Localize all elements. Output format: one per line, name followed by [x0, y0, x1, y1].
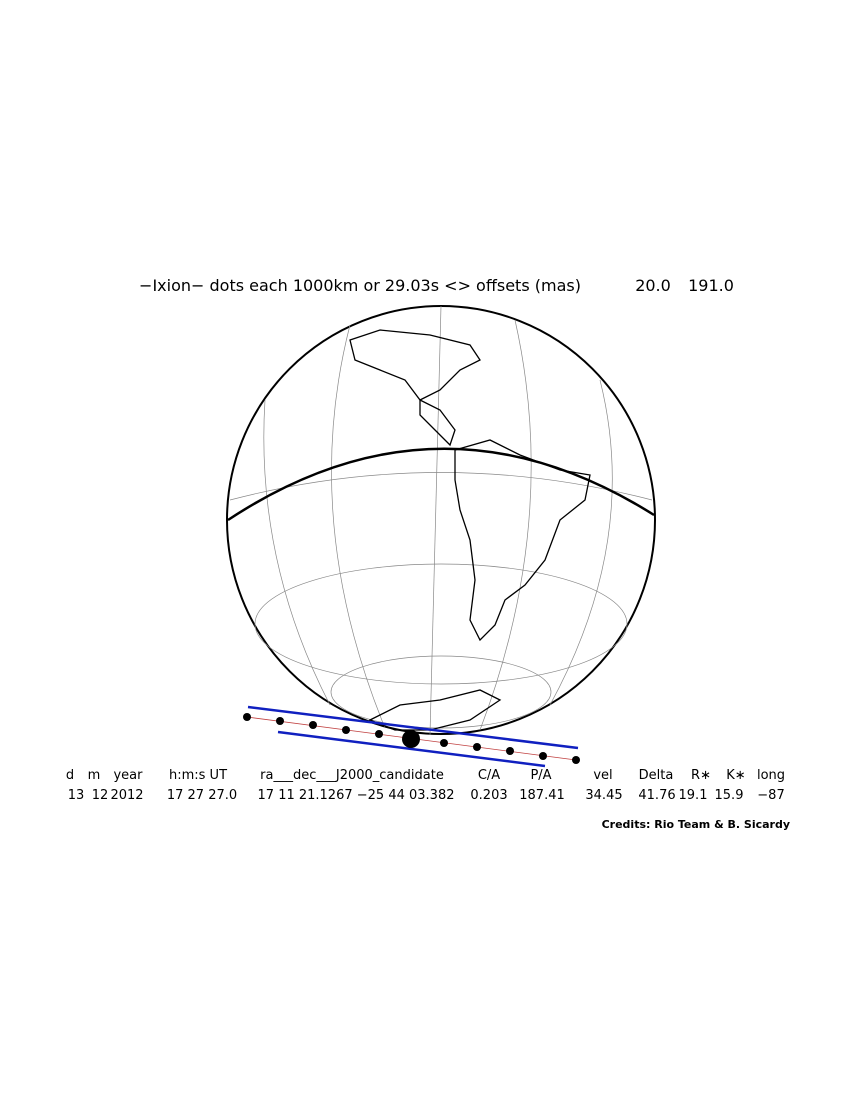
col-header: h:m:s UT	[169, 768, 227, 783]
col-header: R∗	[691, 768, 711, 783]
shadow-path	[243, 705, 580, 768]
col-header: m	[88, 768, 101, 783]
map-title: −Ixion− dots each 1000km or 29.03s <> of…	[139, 276, 581, 295]
cell: 34.45	[585, 788, 622, 803]
offset-ra: 20.0	[635, 276, 671, 295]
cell: 2012	[110, 788, 143, 803]
cell: 13	[68, 788, 85, 803]
col-header: C/A	[478, 768, 500, 783]
col-header: year	[113, 768, 143, 783]
cell: 15.9	[715, 788, 744, 803]
cell: 19.1	[679, 788, 708, 803]
col-header: K∗	[726, 768, 745, 783]
credits: Credits: Rio Team & B. Sicardy	[602, 818, 790, 831]
cell: 0.203	[470, 788, 507, 803]
col-header: long	[757, 768, 785, 783]
col-header: vel	[593, 768, 612, 783]
event-table: d m year h:m:s UT ra___dec___J2000_candi…	[66, 768, 785, 803]
cell: 187.41	[519, 788, 565, 803]
col-header: Delta	[639, 768, 674, 783]
cell: 17 11 21.1267 −25 44 03.382	[258, 788, 455, 803]
cell: 17 27 27.0	[167, 788, 237, 803]
globe	[226, 305, 656, 736]
col-header: d	[66, 768, 74, 783]
cell: −87	[757, 788, 784, 803]
col-header: ra___dec___J2000_candidate	[260, 768, 444, 783]
cell: 41.76	[638, 788, 675, 803]
offset-dec: 191.0	[688, 276, 734, 295]
cell: 12	[92, 788, 109, 803]
col-header: P/A	[530, 768, 551, 783]
